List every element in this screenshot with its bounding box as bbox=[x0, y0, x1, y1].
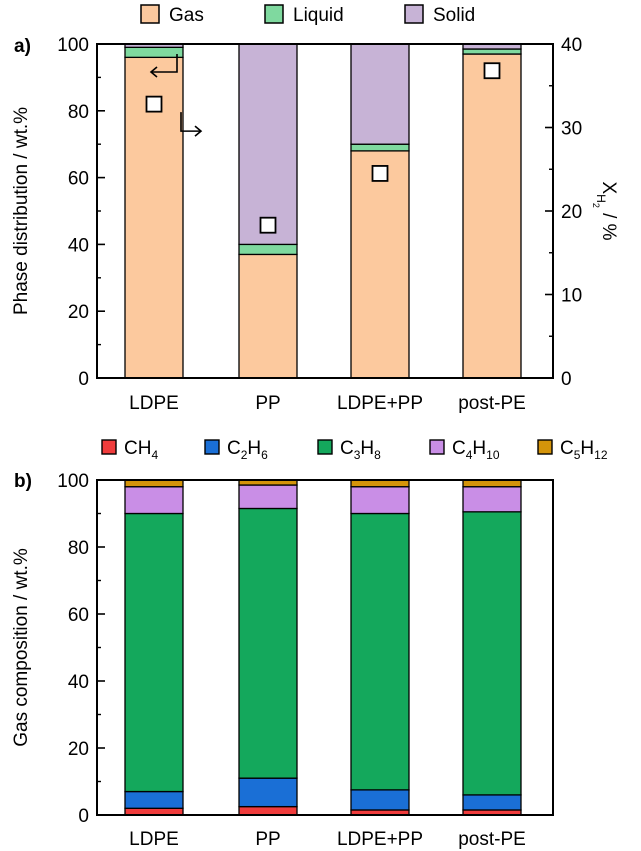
legend-swatch-c2h6 bbox=[205, 440, 219, 454]
legend-swatch-c3h8 bbox=[318, 440, 332, 454]
x-category-label: PP bbox=[255, 829, 280, 850]
bar-segment-c4h10-ldpe bbox=[125, 487, 183, 514]
legend-label-part: C bbox=[560, 438, 574, 459]
y-tick-label: 80 bbox=[68, 102, 89, 123]
x-category-label: post-PE bbox=[458, 393, 526, 414]
legend-label-solid: Solid bbox=[433, 5, 475, 26]
y2-tick-label: 30 bbox=[561, 119, 582, 140]
y-tick-label: 20 bbox=[68, 302, 89, 323]
bar-segment-c3h8-pp bbox=[239, 508, 297, 778]
legend-label-part: 10 bbox=[486, 448, 500, 462]
y2-title-sub: H bbox=[594, 194, 608, 203]
bar-segment-c5h12-ldpe bbox=[125, 480, 183, 487]
legend-label-part: H bbox=[360, 438, 374, 459]
y-tick-label: 60 bbox=[68, 605, 89, 626]
bar-segment-c3h8-post-pe bbox=[463, 512, 521, 795]
bar-segment-ch4-ldpe bbox=[125, 808, 183, 815]
bar-segment-c2h6-pp bbox=[239, 778, 297, 806]
y-tick-label: 40 bbox=[68, 672, 89, 693]
y2-title-main: X bbox=[598, 181, 619, 194]
bar-segment-liquid-ldpe-pp bbox=[351, 144, 409, 151]
y-tick-label: 100 bbox=[57, 35, 89, 56]
bar-segment-gas-pp bbox=[239, 254, 297, 378]
legend-swatch-c4h10 bbox=[430, 440, 444, 454]
bar-segment-liquid-post-pe bbox=[463, 49, 521, 54]
legend-label-part: H bbox=[247, 438, 261, 459]
legend-label-part: C bbox=[452, 438, 466, 459]
h2-conversion-marker-pp bbox=[261, 218, 276, 233]
x-category-label: LDPE+PP bbox=[337, 829, 423, 850]
legend-swatch-liquid bbox=[265, 5, 283, 23]
y-tick-label: 0 bbox=[78, 369, 89, 390]
legend-swatch-ch4 bbox=[102, 440, 116, 454]
chart-panel-a: 0 20 40 60 80 100 0 10 20 30 40 XH2 / % LDPE PP LDPE+P… bbox=[11, 5, 619, 414]
legend-label-c4h10: C4H10 bbox=[452, 438, 500, 462]
legend-label-part: H bbox=[472, 438, 486, 459]
bar-segment-c2h6-ldpe-pp bbox=[351, 790, 409, 810]
legend-label-part: 4 bbox=[151, 448, 158, 462]
y-axis-title: Gas composition / wt.% bbox=[11, 548, 32, 747]
bar-segment-liquid-ldpe bbox=[125, 47, 183, 57]
bar-segment-c4h10-ldpe-pp bbox=[351, 487, 409, 514]
y-axis-title: Phase distribution / wt.% bbox=[11, 107, 32, 315]
legend-label-c2h6: C2H6 bbox=[227, 438, 268, 462]
y2-tick-label: 10 bbox=[561, 286, 582, 307]
chart-panel-b: 0 20 40 60 80 100 LDPE PP LDPE+PP post-PE Gas comp… bbox=[11, 438, 608, 850]
legend-label-part: C bbox=[340, 438, 354, 459]
y-tick-label: 80 bbox=[68, 538, 89, 559]
legend-label-part: CH bbox=[124, 438, 151, 459]
y2-title-unit: / % bbox=[598, 208, 619, 241]
bar-segment-solid-pp bbox=[239, 44, 297, 244]
x-category-label: PP bbox=[255, 393, 280, 414]
legend-label-c3h8: C3H8 bbox=[340, 438, 381, 462]
h2-conversion-marker-ldpe bbox=[147, 97, 162, 112]
y2-tick-label: 20 bbox=[561, 202, 582, 223]
h2-conversion-marker-ldpe-pp bbox=[373, 166, 388, 181]
legend-label-part: 8 bbox=[374, 448, 381, 462]
h2-conversion-marker-post-pe bbox=[485, 63, 500, 78]
y-tick-label: 0 bbox=[78, 806, 89, 827]
y2-axis-title: XH2 / % bbox=[591, 181, 619, 240]
y-tick-label: 40 bbox=[68, 235, 89, 256]
bar-segment-c2h6-post-pe bbox=[463, 795, 521, 810]
legend-swatch-c5h12 bbox=[538, 440, 552, 454]
y-tick-label: 100 bbox=[57, 471, 89, 492]
bar-segment-c4h10-post-pe bbox=[463, 487, 521, 512]
y-tick-label: 20 bbox=[68, 739, 89, 760]
legend-label-part: C bbox=[227, 438, 241, 459]
x-category-label: post-PE bbox=[458, 829, 526, 850]
y2-tick-label: 0 bbox=[561, 369, 572, 390]
y2-tick-label: 40 bbox=[561, 35, 582, 56]
legend-label-ch4: CH4 bbox=[124, 438, 158, 462]
x-category-label: LDPE+PP bbox=[337, 393, 423, 414]
panel-label: b) bbox=[14, 471, 32, 492]
x-category-label: LDPE bbox=[129, 829, 179, 850]
legend-label-part: H bbox=[580, 438, 594, 459]
legend-label-part: 6 bbox=[261, 448, 268, 462]
panel-label: a) bbox=[14, 36, 31, 57]
legend-swatch-solid bbox=[405, 5, 423, 23]
bar-segment-gas-post-pe bbox=[463, 54, 521, 378]
bar-segment-c5h12-post-pe bbox=[463, 480, 521, 487]
bar-segment-solid-ldpe-pp bbox=[351, 44, 409, 144]
bar-segment-c4h10-pp bbox=[239, 485, 297, 508]
bar-segment-c2h6-ldpe bbox=[125, 792, 183, 809]
legend-swatch-gas bbox=[141, 5, 159, 23]
bar-segment-liquid-pp bbox=[239, 244, 297, 254]
y-tick-label: 60 bbox=[68, 169, 89, 190]
legend-label-c5h12: C5H12 bbox=[560, 438, 608, 462]
legend: CH4 C2H6 C3H8 C4H10 C5H12 bbox=[102, 438, 608, 462]
bar-segment-c3h8-ldpe bbox=[125, 514, 183, 792]
legend: Gas Liquid Solid bbox=[141, 5, 475, 26]
bar-segment-c3h8-ldpe-pp bbox=[351, 514, 409, 790]
legend-label-liquid: Liquid bbox=[293, 5, 344, 26]
legend-label-part: 12 bbox=[594, 448, 608, 462]
bar-segment-c5h12-ldpe-pp bbox=[351, 480, 409, 487]
bar-segment-ch4-pp bbox=[239, 807, 297, 815]
legend-label-gas: Gas bbox=[169, 5, 204, 26]
x-category-label: LDPE bbox=[129, 393, 179, 414]
bar-segment-gas-ldpe-pp bbox=[351, 151, 409, 378]
